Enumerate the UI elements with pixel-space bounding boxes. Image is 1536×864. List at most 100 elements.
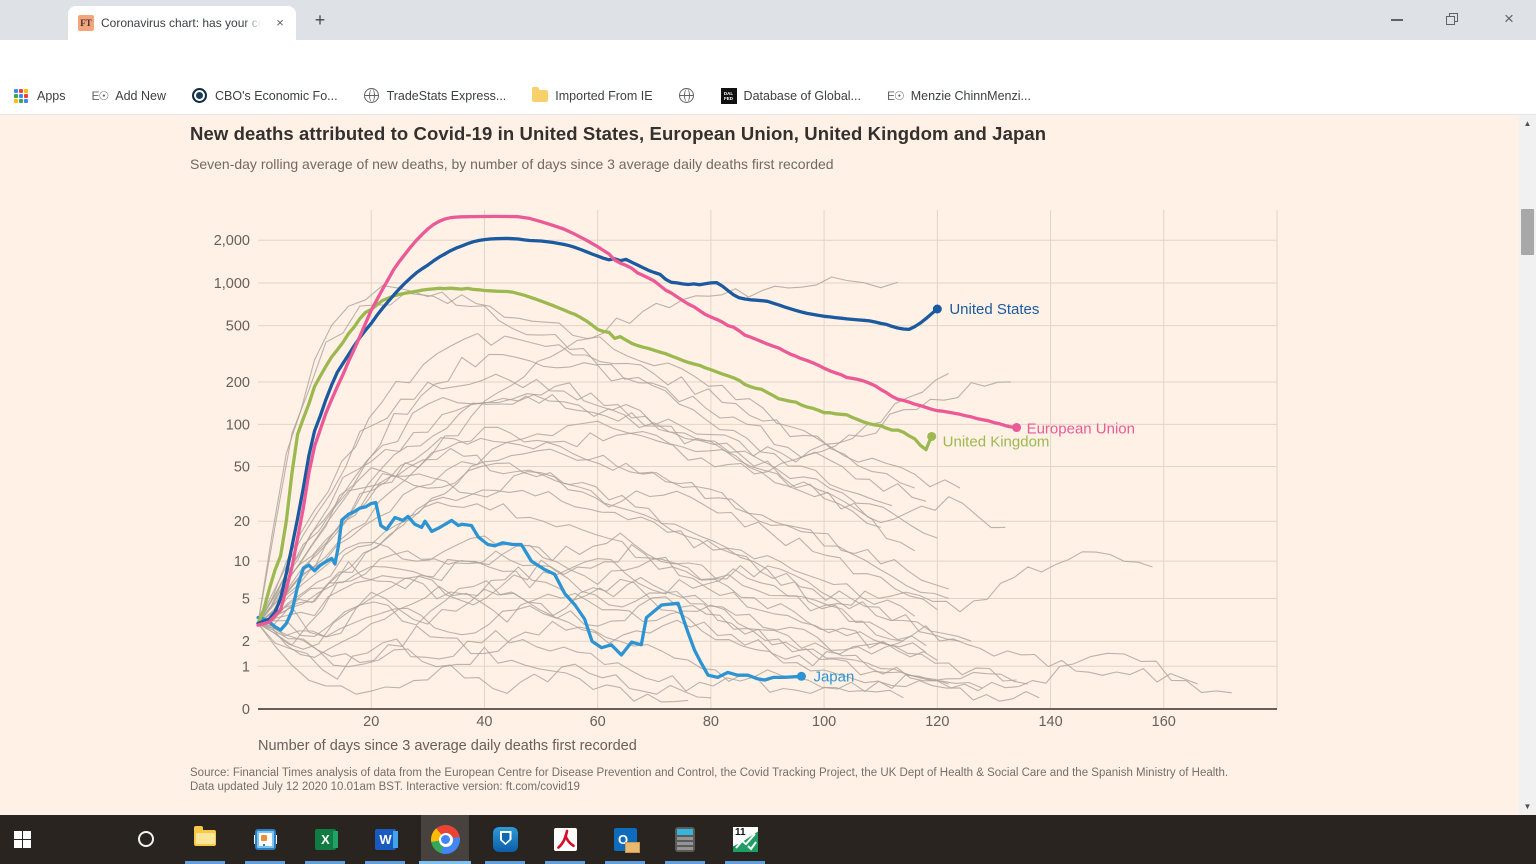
e-favicon-icon: E☉: [91, 89, 110, 103]
background-country-line: [257, 578, 1029, 689]
taskbar-acrobat[interactable]: [541, 815, 589, 864]
background-country-line: [257, 285, 893, 624]
background-country-line: [257, 558, 927, 646]
background-country-line: [257, 292, 961, 624]
bookmark-apps[interactable]: Apps: [14, 88, 66, 104]
cbo-favicon-icon: [192, 88, 207, 103]
windows-logo-icon: [14, 831, 31, 848]
series-label-japan: Japan: [813, 668, 854, 685]
stocks-chart-icon: 11: [733, 827, 758, 852]
scroll-down-arrow-icon[interactable]: ▼: [1523, 802, 1532, 811]
bookmark-imported-ie[interactable]: Imported From IE: [532, 87, 653, 104]
windows-taskbar: X W O 11: [0, 815, 1536, 864]
background-country-line: [257, 559, 949, 685]
x-tick-label: 140: [1038, 714, 1062, 730]
chrome-icon: [431, 825, 460, 854]
globe-icon: [363, 88, 379, 103]
bookmark-database-global[interactable]: DAL FED Database of Global...: [720, 88, 861, 104]
taskbar-chrome-active[interactable]: [419, 815, 471, 864]
x-tick-label: 20: [363, 714, 379, 730]
y-tick-label: 2: [242, 634, 250, 650]
background-country-line: [257, 544, 972, 642]
apps-grid-icon: [14, 88, 30, 104]
x-tick-label: 120: [925, 714, 949, 730]
chart-subtitle: Seven-day rolling average of new deaths,…: [190, 156, 834, 172]
y-tick-label: 100: [226, 417, 250, 433]
tab-title-fade: [244, 14, 268, 34]
series-line-japan: [256, 500, 804, 682]
minimize-icon: [1391, 19, 1403, 21]
folder-icon: [532, 87, 549, 102]
task-view-button[interactable]: [122, 815, 277, 864]
y-tick-label: 1: [242, 659, 250, 675]
y-tick-label: 20: [234, 514, 250, 530]
taskbar-file-explorer[interactable]: [181, 815, 229, 864]
calculator-icon: [675, 827, 695, 852]
taskbar-word[interactable]: W: [361, 815, 409, 864]
scroll-up-arrow-icon[interactable]: ▲: [1523, 119, 1532, 128]
taskbar-outlook[interactable]: O: [601, 815, 649, 864]
chart-source-note: Source: Financial Times analysis of data…: [190, 767, 1229, 793]
background-country-line: [257, 585, 983, 689]
tab-bar: FT Coronavirus chart: has your coun × + …: [0, 0, 1536, 40]
background-country-line: [257, 462, 904, 642]
background-country-line: [257, 623, 689, 703]
close-icon: ×: [1504, 9, 1514, 28]
cortana-search-button[interactable]: [62, 815, 154, 864]
bookmark-tradestats[interactable]: TradeStats Express...: [363, 88, 506, 104]
background-country-line: [257, 373, 881, 624]
taskbar-blue-app[interactable]: [241, 815, 289, 864]
new-tab-button[interactable]: +: [314, 10, 326, 30]
background-country-line: [257, 372, 949, 624]
scrollbar-thumb[interactable]: [1521, 209, 1534, 255]
background-country-line: [257, 381, 1011, 625]
excel-icon: X: [315, 829, 338, 850]
window-close-button[interactable]: ×: [1486, 0, 1532, 40]
cortana-circle-icon: [138, 831, 154, 847]
series-end-dot-japan: [796, 671, 806, 681]
tab-close-icon[interactable]: ×: [276, 15, 284, 30]
acrobat-icon: [554, 828, 577, 851]
bookmark-add-new[interactable]: E☉ Add New: [91, 89, 167, 103]
background-country-line: [257, 332, 915, 624]
series-label-us: United States: [949, 301, 1039, 318]
background-country-line: [257, 447, 916, 624]
page-scrollbar[interactable]: ▲ ▼: [1519, 115, 1536, 815]
background-country-line: [257, 426, 1006, 624]
dal-fed-favicon-icon: DAL FED: [720, 88, 737, 104]
x-axis-title: Number of days since 3 average daily dea…: [258, 738, 637, 754]
taskbar-calculator[interactable]: [661, 815, 709, 864]
word-icon: W: [375, 829, 398, 850]
bookmarks-bar: Apps E☉ Add New CBO's Economic Fo... Tra…: [0, 78, 1536, 115]
background-country-line: [257, 622, 711, 699]
x-tick-label: 80: [703, 714, 719, 730]
window-restore-button[interactable]: [1428, 0, 1474, 40]
mcafee-shield-icon: [493, 827, 518, 852]
y-tick-label: 1,000: [214, 276, 250, 292]
chart-title: New deaths attributed to Covid-19 in Uni…: [190, 123, 1047, 144]
browser-tab[interactable]: FT Coronavirus chart: has your coun ×: [68, 6, 296, 40]
background-country-line: [257, 532, 1153, 625]
background-country-line: [257, 620, 1040, 702]
bookmark-globe-only[interactable]: [678, 88, 695, 104]
taskbar-mcafee[interactable]: [481, 815, 529, 864]
e-favicon-icon: E☉: [886, 89, 905, 103]
y-tick-label: 500: [226, 319, 250, 335]
background-country-line: [257, 489, 961, 642]
y-tick-label: 50: [234, 460, 250, 476]
background-country-line: [257, 501, 927, 653]
taskbar-excel[interactable]: X: [301, 815, 349, 864]
background-country-line: [257, 544, 938, 661]
background-country-line: [257, 276, 898, 624]
background-country-line: [257, 394, 938, 624]
file-explorer-icon: [194, 826, 216, 846]
x-tick-label: 60: [590, 714, 606, 730]
window-minimize-button[interactable]: [1374, 0, 1420, 40]
series-label-uk: United Kingdom: [943, 433, 1050, 450]
start-button[interactable]: [0, 815, 48, 864]
bookmark-cbo[interactable]: CBO's Economic Fo...: [192, 88, 338, 104]
y-tick-label: 0: [242, 702, 250, 718]
taskbar-stocks-app[interactable]: 11: [721, 815, 769, 864]
bookmark-menzie[interactable]: E☉ Menzie ChinnMenzi...: [886, 89, 1031, 103]
